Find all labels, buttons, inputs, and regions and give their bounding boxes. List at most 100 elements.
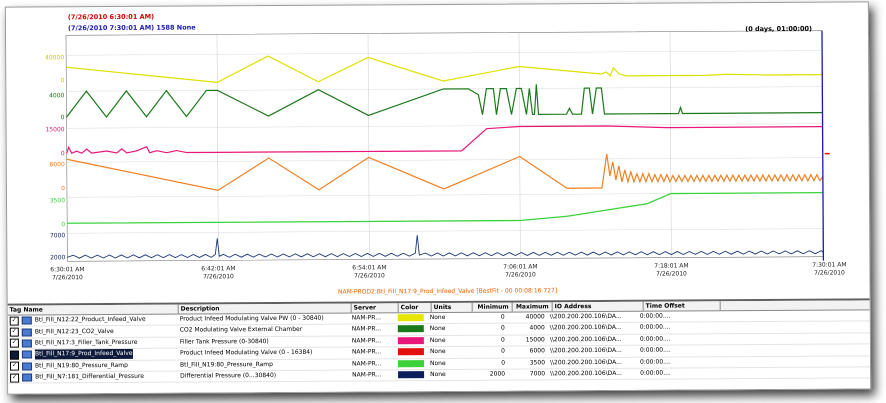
col-description[interactable]: Description xyxy=(178,303,352,314)
tag-time-offset: 0:00:00.... xyxy=(640,369,671,377)
trace-filler-tank-pressure xyxy=(66,125,823,155)
tag-description: Filler Tank Pressure (0-30840) xyxy=(179,337,269,346)
trace-differential-pressure xyxy=(67,235,824,259)
tag-maximum: 4000 xyxy=(529,324,545,332)
y-label-lightgreen-max: 3500 xyxy=(50,197,65,204)
tag-maximum: 40000 xyxy=(525,313,545,321)
x-tick-time: 6:42:01 AM xyxy=(201,265,235,272)
y-label-green-max: 4000 xyxy=(49,92,64,99)
tag-units: None xyxy=(429,313,446,322)
tag-grid: Tag Name Description Server Color Units … xyxy=(7,298,871,395)
tag-server: NAM-PR... xyxy=(352,371,382,379)
color-swatch[interactable] xyxy=(397,348,424,356)
tag-units: None xyxy=(429,348,446,356)
y-label-green-min: 0 xyxy=(61,114,65,121)
tag-name: Btl_Fill_N7:181_Differential_Pressure xyxy=(35,372,144,381)
x-tick-date: 7/26/2010 xyxy=(354,272,385,279)
tag-description: Product Infeed Modulating Valve PW (0 - … xyxy=(179,314,324,323)
col-minimum[interactable]: Minimum xyxy=(472,302,513,312)
checkbox-checked-icon[interactable]: ✓ xyxy=(9,339,19,349)
y-label-navy-max: 7000 xyxy=(50,232,65,239)
tag-units: None xyxy=(429,325,446,333)
checkbox-checked-icon[interactable]: ✓ xyxy=(9,361,20,371)
col-tag-name[interactable]: Tag Name xyxy=(7,304,179,315)
tag-time-offset: 0:00:00.... xyxy=(639,323,671,332)
trace-prod-infeed-valve xyxy=(66,153,824,191)
tag-name: Btl_Fill_N12:23_CO2_Valve xyxy=(34,327,114,336)
tag-units: None xyxy=(429,336,446,344)
tag-time-offset: 0:00:00.... xyxy=(639,335,671,343)
tag-time-offset: 0:00:00.... xyxy=(639,358,671,366)
y-label-lightgreen-min: 0 xyxy=(61,221,65,228)
tag-minimum: 0 xyxy=(500,313,505,321)
tag-description: Btl_Fill_N19:80_Pressure_Ramp xyxy=(179,360,273,369)
color-swatch[interactable] xyxy=(398,371,425,379)
y-label-yellow-min: 0 xyxy=(60,77,64,84)
y-label-navy-min: 2000 xyxy=(50,254,65,261)
tag-minimum: 2000 xyxy=(489,370,506,378)
tag-name: Btl_Fill_N17:9_Prod_Infeed_Valve xyxy=(34,349,133,360)
tag-time-offset: 0:00:00.... xyxy=(639,312,671,320)
tag-icon xyxy=(21,328,32,337)
color-swatch[interactable] xyxy=(397,359,425,367)
start-timestamp: (7/26/2010 6:30:01 AM) xyxy=(67,12,155,22)
end-timestamp: (7/26/2010 7:30:01 AM) 1588 None xyxy=(67,23,196,33)
x-axis-labels: 6:30:01 AM 7/26/2010 6:42:01 AM 7/26/201… xyxy=(50,262,846,282)
trend-plot[interactable]: 40000 0 4000 0 15000 0 6000 0 3500 0 700… xyxy=(6,2,870,303)
col-units[interactable]: Units xyxy=(431,302,473,313)
tag-minimum: 0 xyxy=(501,347,505,355)
y-axis-labels: 40000 0 4000 0 15000 0 6000 0 3500 0 700… xyxy=(45,54,66,261)
trace-co2-valve xyxy=(66,84,823,119)
tag-minimum: 0 xyxy=(501,336,505,344)
col-time-offset[interactable]: Time Offset xyxy=(643,301,721,311)
tag-icon xyxy=(21,316,32,325)
y-label-pink-max: 15000 xyxy=(45,126,64,133)
checkbox-checked-icon[interactable]: ✓ xyxy=(9,316,19,326)
x-tick-time: 7:18:01 AM xyxy=(654,262,688,269)
tag-maximum: 6000 xyxy=(529,347,545,355)
checkbox-checked-icon[interactable]: ✓ xyxy=(10,373,20,383)
trend-window: (7/26/2010 6:30:01 AM) (7/26/2010 7:30:0… xyxy=(4,1,872,395)
checkbox-checked-icon[interactable]: ✓ xyxy=(9,327,19,337)
x-tick-time: 7:30:01 AM xyxy=(812,262,846,269)
tag-server: NAM-PR... xyxy=(351,337,382,345)
tag-description: CO2 Modulating Valve External Chamber xyxy=(179,326,303,334)
color-swatch[interactable] xyxy=(397,325,424,333)
tag-server: NAM-PR... xyxy=(351,325,382,333)
tag-maximum: 3500 xyxy=(529,358,546,367)
duration-label: (0 days, 01:00:00) xyxy=(745,24,812,34)
x-tick-date: 7/26/2010 xyxy=(814,270,845,277)
tag-description: Product Infeed Modulating Valve (0 - 163… xyxy=(179,348,313,357)
tag-minimum: 0 xyxy=(500,324,505,333)
color-swatch[interactable] xyxy=(397,336,424,345)
tag-units: None xyxy=(429,359,446,367)
tag-icon xyxy=(21,362,33,371)
col-server[interactable]: Server xyxy=(351,303,399,313)
end-cursor-line[interactable] xyxy=(821,30,825,261)
tag-io-address: \\200.200.200.106\DA... xyxy=(549,335,622,344)
tag-units: None xyxy=(430,370,446,379)
x-tick-date: 7/26/2010 xyxy=(656,270,687,277)
trend-chart-area[interactable]: (7/26/2010 6:30:01 AM) (7/26/2010 7:30:0… xyxy=(6,2,870,303)
tag-icon xyxy=(21,339,32,348)
tag-server: NAM-PR... xyxy=(351,359,382,368)
tag-name: Btl_Fill_N19:80_Pressure_Ramp xyxy=(34,361,128,370)
x-tick-time: 7:06:01 AM xyxy=(503,263,537,270)
checkbox-unchecked-icon[interactable] xyxy=(9,350,19,360)
trace-product-infeed-valve xyxy=(66,55,823,83)
tag-io-address: \\200.200.200.106\DA... xyxy=(550,369,622,378)
plot-border xyxy=(65,30,824,262)
trend-caption: NAM-PROD2:Btl_Fill_N17:9_Prod_Infeed_Val… xyxy=(338,287,557,295)
tag-minimum: 0 xyxy=(501,359,506,367)
col-maximum[interactable]: Maximum xyxy=(512,302,553,312)
x-tick-time: 6:54:01 AM xyxy=(352,264,386,271)
col-io-address[interactable]: IO Address xyxy=(552,301,644,312)
tag-io-address: \\200.200.200.106\DA... xyxy=(549,324,622,332)
x-tick-time: 6:30:01 AM xyxy=(50,266,84,273)
x-tick-date: 7/26/2010 xyxy=(203,273,234,280)
trace-pressure-ramp xyxy=(67,191,823,224)
col-color[interactable]: Color xyxy=(398,303,432,313)
y-label-orange-min: 0 xyxy=(61,185,65,192)
y-label-yellow-max: 40000 xyxy=(45,54,64,61)
color-swatch[interactable] xyxy=(397,314,424,322)
